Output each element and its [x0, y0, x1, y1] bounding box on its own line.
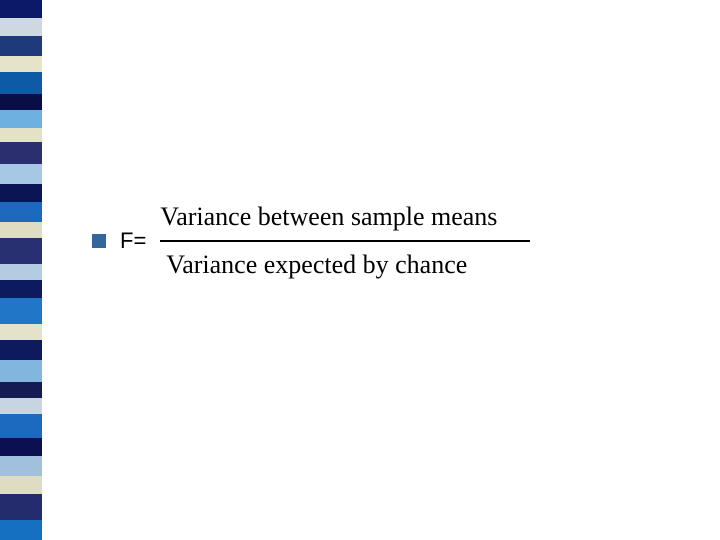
sidebar-segment	[0, 264, 42, 280]
sidebar-segment	[0, 164, 42, 184]
formula-row: F= Variance between sample means Varianc…	[92, 202, 530, 280]
sidebar-segment	[0, 110, 42, 128]
sidebar-segment	[0, 340, 42, 360]
sidebar-segment	[0, 456, 42, 476]
sidebar-segment	[0, 238, 42, 264]
bullet-square-icon	[92, 234, 106, 248]
formula-fraction: Variance between sample means Variance e…	[160, 202, 530, 280]
sidebar-segment	[0, 0, 42, 18]
sidebar-segment	[0, 18, 42, 36]
sidebar-segment	[0, 36, 42, 56]
sidebar-segment	[0, 202, 42, 222]
sidebar-segment	[0, 324, 42, 340]
sidebar-segment	[0, 184, 42, 202]
sidebar-segment	[0, 128, 42, 142]
sidebar-segment	[0, 72, 42, 94]
formula-denominator: Variance expected by chance	[160, 250, 467, 280]
sidebar-segment	[0, 56, 42, 72]
sidebar-segment	[0, 476, 42, 494]
fraction-bar	[160, 240, 530, 242]
sidebar-segment	[0, 494, 42, 520]
sidebar-segment	[0, 382, 42, 398]
sidebar-segment	[0, 414, 42, 438]
sidebar-segment	[0, 280, 42, 298]
formula-numerator: Variance between sample means	[160, 202, 497, 232]
sidebar-segment	[0, 142, 42, 164]
sidebar-segment	[0, 398, 42, 414]
sidebar-segment	[0, 360, 42, 382]
formula-lhs: F=	[120, 228, 146, 254]
decorative-sidebar	[0, 0, 42, 540]
sidebar-segment	[0, 438, 42, 456]
sidebar-segment	[0, 94, 42, 110]
sidebar-segment	[0, 298, 42, 324]
sidebar-segment	[0, 222, 42, 238]
sidebar-segment	[0, 520, 42, 540]
